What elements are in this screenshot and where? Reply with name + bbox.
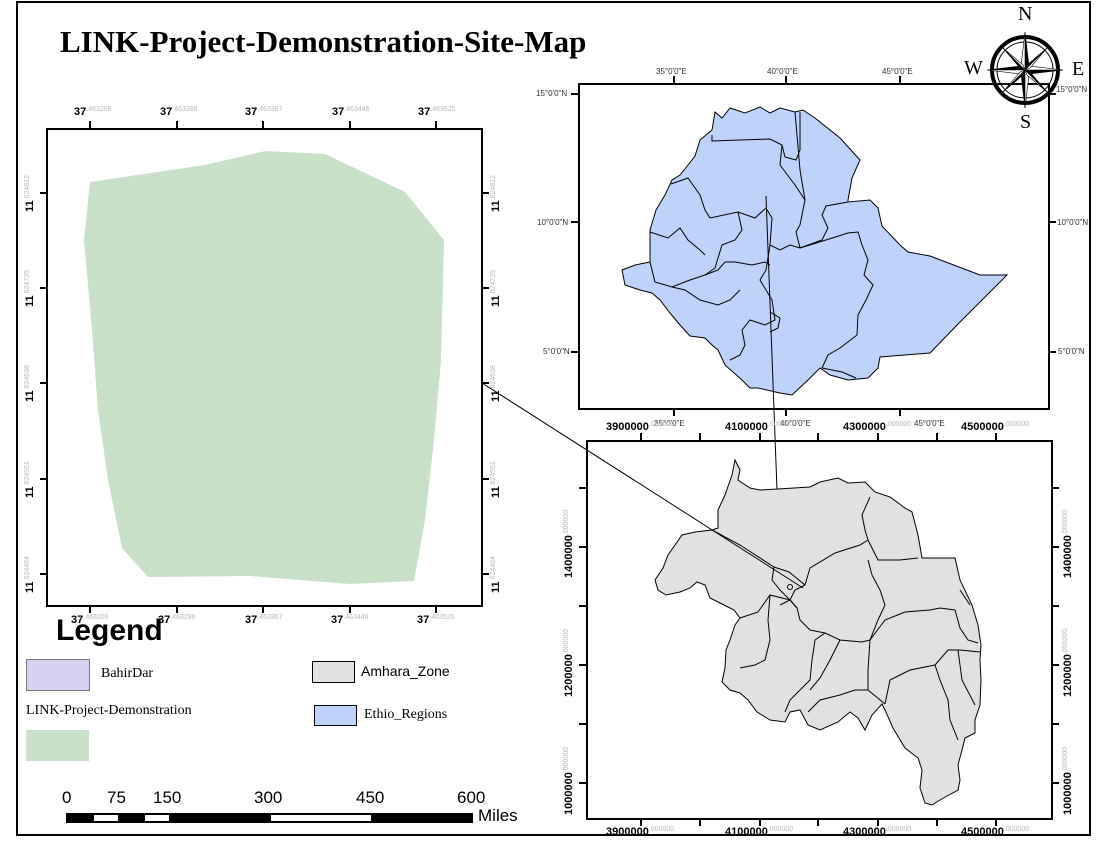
- site-x-tick-bottom-4: 37.463446: [331, 614, 369, 626]
- site-map-frame: [46, 128, 483, 607]
- demonstration-site-polygon: [84, 151, 444, 584]
- site-x-tick-top-3: 37.463367: [245, 106, 283, 118]
- compass-e: E: [1072, 58, 1085, 80]
- scale-label-150: 150: [153, 788, 182, 807]
- scale-label-300: 300: [254, 788, 283, 807]
- eth-x-tick-bottom-3: 45°0'0"E: [914, 419, 945, 428]
- compass-w: W: [964, 57, 983, 79]
- amhara-x-tick-bottom-3: 4300000.000000: [843, 826, 912, 838]
- scale-label-75: 75: [107, 788, 126, 807]
- map-title: LINK-Project-Demonstration-Site-Map: [60, 24, 587, 59]
- eth-y-tick-left-1: 15°0'0"N: [536, 89, 568, 98]
- scale-unit: Miles: [478, 806, 518, 825]
- legend-title: Legend: [56, 614, 163, 647]
- amhara-x-tick-bottom-4: 4500000.000000: [961, 826, 1030, 838]
- scale-label-600: 600: [457, 788, 486, 807]
- site-x-tick-bottom-5: 37.463525: [417, 614, 455, 626]
- amhara-x-tick-top-4: 4500000.000000: [961, 421, 1030, 433]
- amhara-y-tick-right-1: 1400000.000000: [1062, 509, 1074, 578]
- amhara-y-tick-left-1: 1400000.000000: [563, 509, 575, 578]
- legend-label-amhara-zone: Amhara_Zone: [361, 663, 450, 679]
- amhara-zones: [654, 458, 982, 806]
- eth-y-tick-right-2: 10°0'0"N: [1057, 218, 1089, 227]
- amhara-y-tick-right-2: 1200000.000000: [1062, 628, 1074, 697]
- amhara-x-tick-top-2: 4100000.000000: [725, 421, 794, 433]
- scale-bar-graphic: [66, 813, 473, 823]
- amhara-map-frame: [586, 440, 1053, 820]
- amhara-x-tick-bottom-1: 3900000.000000: [606, 826, 675, 838]
- amhara-y-tick-right-3: 1000000.000000: [1062, 746, 1074, 815]
- amhara-y-tick-left-3: 1000000.000000: [563, 746, 575, 815]
- compass-s: S: [1020, 111, 1032, 133]
- scale-label-0: 0: [62, 788, 72, 807]
- site-x-tick-top-4: 37.463446: [332, 106, 370, 118]
- site-x-tick-top-2: 37.463288: [160, 106, 198, 118]
- legend-swatch-amhara-zone: [312, 661, 355, 683]
- scale-label-450: 450: [356, 788, 385, 807]
- eth-y-tick-left-2: 10°0'0"N: [537, 218, 569, 227]
- legend-swatch-link-project: [26, 730, 89, 761]
- legend-label-bahirdar: BahirDar: [101, 666, 154, 681]
- site-x-tick-bottom-2: 37.463288: [158, 614, 196, 626]
- eth-x-tick-bottom-1: 35°0'0"E: [654, 419, 685, 428]
- eth-y-tick-right-1: 15°0'0"N: [1056, 85, 1088, 94]
- site-x-tick-top-1: 37.463209: [74, 106, 112, 118]
- ethiopia-regions: [621, 106, 1009, 396]
- eth-x-tick-top-3: 45°0'0"E: [882, 67, 913, 76]
- site-x-tick-bottom-1: 37.463209: [71, 614, 109, 626]
- site-x-tick-top-5: 37.463525: [418, 106, 456, 118]
- legend-label-link-project: LINK-Project-Demonstration: [26, 703, 192, 718]
- eth-y-tick-right-3: 5°0'0"N: [1058, 347, 1085, 356]
- eth-x-tick-top-1: 35°0'0"E: [656, 67, 687, 76]
- legend-swatch-ethio-regions: [314, 705, 357, 726]
- compass-rose-icon: [986, 31, 1064, 109]
- site-x-tick-bottom-3: 37.463367: [245, 614, 283, 626]
- eth-x-tick-top-2: 40°0'0"E: [767, 67, 798, 76]
- ethiopia-map-frame: [578, 83, 1050, 410]
- amhara-x-tick-bottom-2: 4100000.000000: [725, 826, 794, 838]
- legend-label-ethio-regions: Ethio_Regions: [364, 707, 448, 722]
- legend-swatch-bahirdar: [26, 659, 90, 691]
- amhara-x-tick-top-1: 3900000.000000: [606, 421, 675, 433]
- eth-y-tick-left-3: 5°0'0"N: [543, 347, 570, 356]
- amhara-y-tick-left-2: 1200000.000000: [563, 628, 575, 697]
- eth-x-tick-bottom-2: 40°0'0"E: [780, 419, 811, 428]
- page-frame: [16, 1, 1091, 836]
- compass-n: N: [1018, 3, 1033, 25]
- amhara-x-tick-top-3: 4300000.000000: [843, 421, 912, 433]
